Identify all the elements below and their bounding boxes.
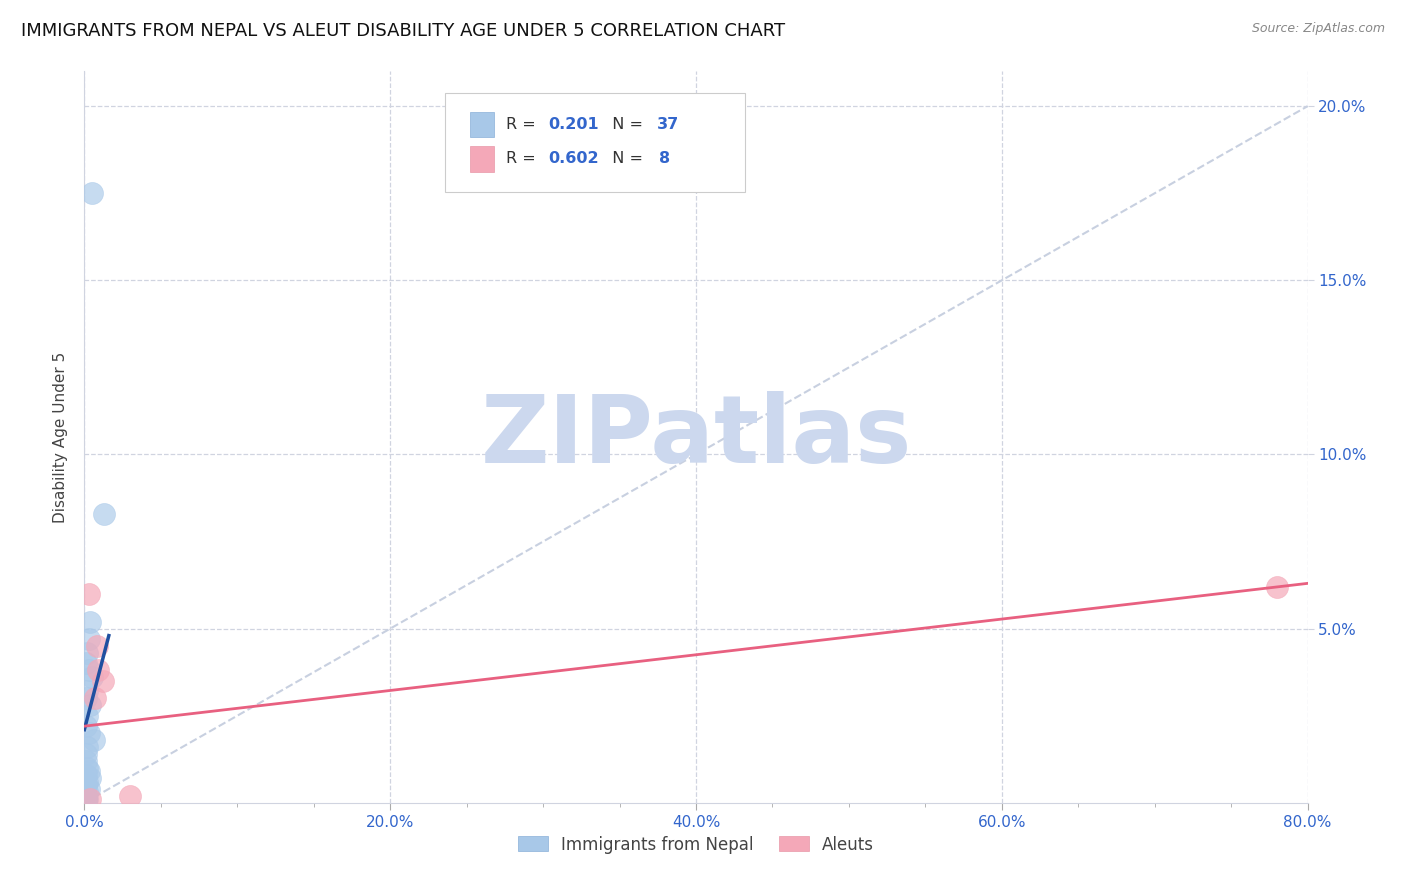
Point — [79, 792, 101, 806]
Text: IMMIGRANTS FROM NEPAL VS ALEUT DISABILITY AGE UNDER 5 CORRELATION CHART: IMMIGRANTS FROM NEPAL VS ALEUT DISABILIT… — [21, 22, 785, 40]
Point — [75, 792, 97, 806]
Point — [75, 792, 97, 806]
Point — [77, 781, 100, 796]
Point — [75, 796, 97, 810]
Text: ZIPatlas: ZIPatlas — [481, 391, 911, 483]
Point — [77, 632, 100, 646]
Point — [75, 768, 97, 782]
Point — [77, 726, 100, 740]
FancyBboxPatch shape — [470, 146, 494, 171]
Point — [84, 691, 107, 706]
Point — [75, 789, 97, 803]
Point — [75, 789, 97, 803]
Point — [1265, 580, 1288, 594]
FancyBboxPatch shape — [446, 94, 745, 192]
Point — [75, 719, 97, 733]
Point — [83, 733, 105, 747]
Point — [76, 792, 98, 806]
Y-axis label: Disability Age Under 5: Disability Age Under 5 — [53, 351, 69, 523]
Point — [76, 684, 98, 698]
Point — [76, 785, 98, 799]
Text: 0.602: 0.602 — [548, 152, 599, 166]
Text: 37: 37 — [657, 117, 679, 132]
Point — [75, 792, 97, 806]
Text: N =: N = — [602, 117, 648, 132]
Point — [80, 186, 103, 201]
Text: 0.201: 0.201 — [548, 117, 599, 132]
Text: Source: ZipAtlas.com: Source: ZipAtlas.com — [1251, 22, 1385, 36]
Point — [76, 775, 98, 789]
Point — [76, 761, 98, 775]
Point — [120, 789, 142, 803]
Legend: Immigrants from Nepal, Aleuts: Immigrants from Nepal, Aleuts — [512, 829, 880, 860]
Point — [80, 670, 103, 684]
Point — [91, 673, 114, 688]
Point — [75, 657, 97, 671]
Point — [75, 691, 97, 706]
Point — [77, 664, 100, 678]
Point — [79, 772, 101, 786]
Point — [75, 796, 97, 810]
Point — [75, 796, 97, 810]
Point — [79, 615, 101, 629]
Point — [75, 754, 97, 768]
Point — [76, 646, 98, 660]
Text: R =: R = — [506, 152, 541, 166]
Point — [86, 639, 108, 653]
Text: R =: R = — [506, 117, 541, 132]
Point — [93, 507, 115, 521]
Text: 8: 8 — [659, 152, 671, 166]
Point — [79, 698, 101, 713]
Point — [87, 664, 110, 678]
Point — [76, 708, 98, 723]
Point — [75, 796, 97, 810]
FancyBboxPatch shape — [470, 112, 494, 137]
Point — [76, 740, 98, 755]
Point — [77, 764, 100, 779]
Point — [75, 796, 97, 810]
Point — [75, 778, 97, 792]
Point — [77, 587, 100, 601]
Point — [75, 747, 97, 761]
Text: N =: N = — [602, 152, 652, 166]
